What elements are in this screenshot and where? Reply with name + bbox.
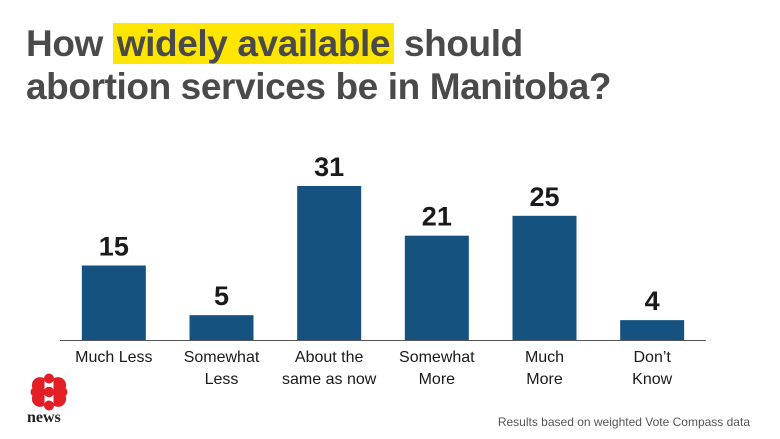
title-highlight: widely available	[112, 23, 395, 64]
bar	[404, 235, 469, 340]
data-label: 4	[645, 286, 660, 316]
bar	[297, 186, 362, 340]
bar	[189, 315, 254, 340]
category-label: About the	[295, 349, 364, 366]
category-label: Much	[525, 349, 564, 366]
category-label: Don’t	[633, 349, 671, 366]
category-label: Much Less	[75, 349, 152, 366]
title-prefix: How	[26, 23, 113, 64]
logo-wordmark: news	[27, 409, 61, 426]
category-label: More	[526, 371, 563, 388]
category-label: same as now	[282, 371, 377, 388]
bar	[512, 215, 577, 340]
category-label: Somewhat	[399, 349, 475, 366]
bar	[81, 265, 146, 340]
footnote: Results based on weighted Vote Compass d…	[497, 415, 750, 429]
data-label: 25	[529, 182, 559, 212]
bar	[620, 320, 685, 340]
category-label: Somewhat	[184, 349, 260, 366]
data-label: 21	[422, 202, 452, 232]
data-label: 5	[214, 281, 229, 311]
cbc-gem-icon	[30, 373, 68, 411]
category-label: More	[419, 371, 456, 388]
data-label: 15	[99, 231, 129, 261]
title-suffix: should	[394, 23, 523, 64]
category-label: Know	[632, 371, 672, 388]
title-line2: abortion services be in Manitoba?	[26, 66, 612, 107]
category-label: Less	[205, 371, 239, 388]
chart-title: How widely available should abortion ser…	[26, 22, 766, 108]
data-label: 31	[314, 152, 344, 182]
